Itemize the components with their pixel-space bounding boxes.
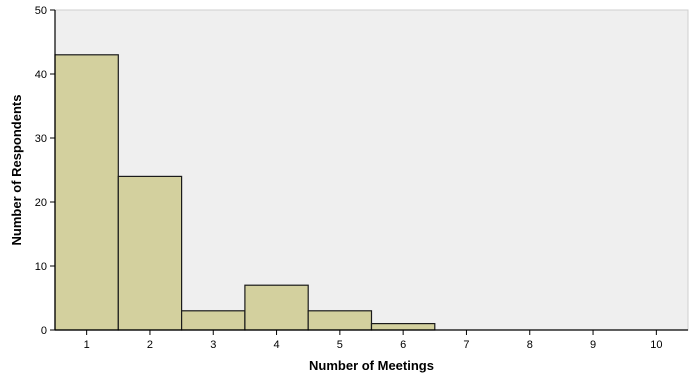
x-tick-label: 2 [147, 339, 153, 351]
y-tick-label: 20 [35, 197, 47, 209]
x-axis-title: Number of Meetings [309, 358, 434, 373]
bar-3 [181, 310, 246, 331]
y-ticks-layer: 0 10 20 30 40 50 [35, 5, 55, 337]
bars-layer [54, 54, 436, 331]
bar-2 [117, 175, 183, 331]
y-tick-label: 30 [35, 133, 47, 145]
x-tick-label: 8 [527, 339, 533, 351]
y-tick-label: 0 [41, 325, 47, 337]
x-tick-label: 6 [400, 339, 406, 351]
x-ticks-layer: 1 2 3 4 5 6 7 8 9 10 [84, 330, 662, 351]
x-tick-label: 3 [210, 339, 216, 351]
x-tick-label: 7 [463, 339, 469, 351]
bar-4 [244, 284, 309, 331]
bar-6 [370, 323, 436, 331]
y-tick-label: 10 [35, 261, 47, 273]
bar-5 [307, 310, 373, 331]
x-tick-label: 9 [590, 339, 596, 351]
x-tick-label: 1 [84, 339, 90, 351]
y-tick-label: 50 [35, 5, 47, 17]
y-tick-label: 40 [35, 69, 47, 81]
y-axis-title: Number of Respondents [9, 95, 24, 246]
x-tick-label: 5 [337, 339, 343, 351]
x-tick-label: 10 [650, 339, 662, 351]
bar-1 [54, 54, 119, 331]
x-tick-label: 4 [273, 339, 279, 351]
